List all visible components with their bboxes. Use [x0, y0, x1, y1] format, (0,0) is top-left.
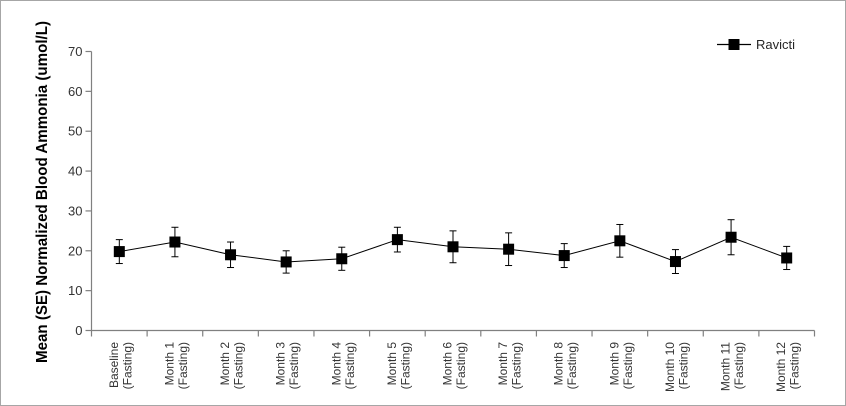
- x-category-label: Month 11: [719, 342, 733, 391]
- data-point-marker: [725, 231, 737, 243]
- data-point-marker: [280, 256, 292, 268]
- x-category-sublabel: (Fasting): [621, 342, 635, 389]
- x-category-sublabel: (Fasting): [120, 342, 134, 389]
- x-category-label: Month 4: [329, 342, 343, 386]
- data-point-marker: [336, 253, 348, 265]
- y-tick-label: 40: [68, 164, 82, 179]
- x-category-label: Month 1: [162, 342, 176, 386]
- x-category-label: Month 2: [218, 342, 232, 386]
- x-category-label: Month 12: [774, 342, 788, 392]
- data-point-marker: [781, 252, 793, 264]
- y-tick-label: 50: [68, 124, 82, 139]
- x-category-label: Month 8: [552, 342, 566, 386]
- x-category-label: Month 10: [663, 342, 677, 392]
- x-category-label: Month 5: [385, 342, 399, 386]
- data-point-marker: [225, 249, 237, 261]
- x-category-sublabel: (Fasting): [232, 342, 246, 389]
- x-category-sublabel: (Fasting): [676, 342, 690, 389]
- legend-label: Ravicti: [756, 37, 795, 52]
- data-point-marker: [447, 241, 459, 253]
- legend-marker-icon: [728, 39, 740, 50]
- legend: Ravicti: [717, 37, 795, 52]
- x-category-sublabel: (Fasting): [287, 342, 301, 389]
- data-point-marker: [391, 234, 403, 246]
- data-point-marker: [113, 246, 125, 258]
- data-point-marker: [669, 256, 681, 268]
- data-point-marker: [503, 243, 515, 255]
- data-point-marker: [558, 250, 570, 262]
- x-category-sublabel: (Fasting): [454, 342, 468, 389]
- x-category-label: Baseline: [107, 342, 121, 388]
- y-axis-title: Mean (SE) Normalized Blood Ammonia (umol…: [34, 21, 51, 363]
- y-tick-label: 20: [68, 243, 82, 258]
- y-tick-label: 60: [68, 84, 82, 99]
- x-category-sublabel: (Fasting): [732, 342, 746, 389]
- x-category-label: Month 9: [607, 342, 621, 386]
- x-category-label: Month 3: [274, 342, 288, 386]
- x-category-sublabel: (Fasting): [788, 342, 802, 389]
- data-point-marker: [169, 236, 181, 248]
- x-category-sublabel: (Fasting): [398, 342, 412, 389]
- x-category-sublabel: (Fasting): [565, 342, 579, 389]
- y-tick-label: 30: [68, 203, 82, 218]
- x-category-label: Month 6: [441, 342, 455, 386]
- data-point-marker: [614, 235, 626, 247]
- y-tick-label: 0: [75, 323, 82, 338]
- y-tick-label: 10: [68, 283, 82, 298]
- x-category-label: Month 7: [496, 342, 510, 386]
- y-tick-label: 70: [68, 44, 82, 59]
- x-category-sublabel: (Fasting): [343, 342, 357, 389]
- x-category-sublabel: (Fasting): [176, 342, 190, 389]
- x-category-sublabel: (Fasting): [510, 342, 524, 389]
